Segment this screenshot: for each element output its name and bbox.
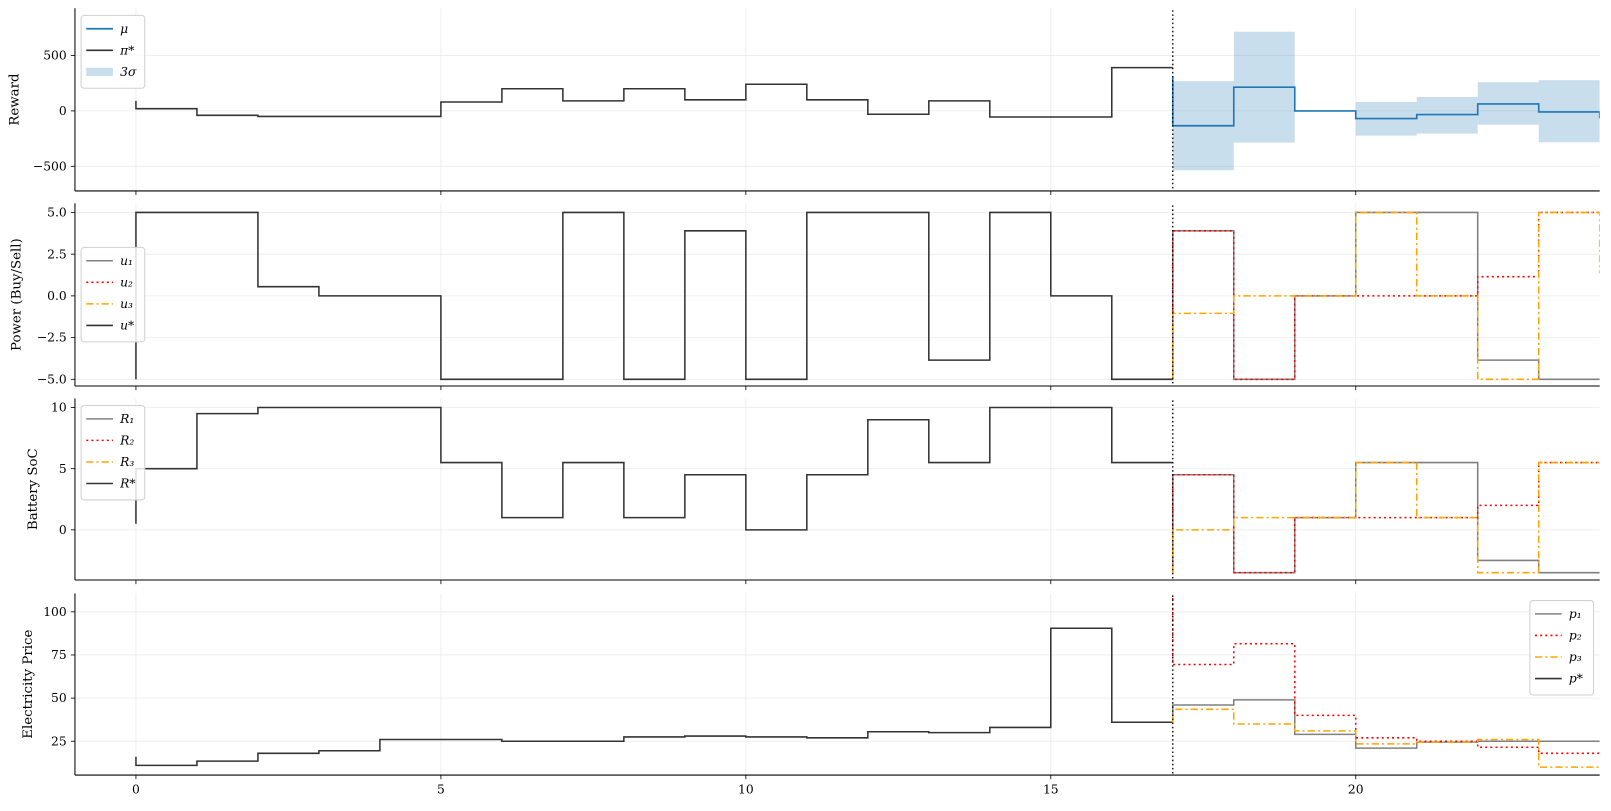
- legend-label: p₁: [1569, 607, 1582, 621]
- panel-3: 0 5 10 Battery SoC R₁ R₂ R₃ R*: [26, 398, 1600, 585]
- y-tick-label: 5.0: [47, 206, 67, 220]
- legend: u₁ u₂ u₃ u*: [80, 246, 146, 343]
- x-tick-label: 15: [1043, 783, 1059, 797]
- series-line-star: [135, 406, 1173, 531]
- legend-label: p₃: [1569, 650, 1582, 664]
- y-tick-label: 5: [59, 462, 67, 476]
- legend-label: R₃: [119, 455, 134, 469]
- legend-label: u*: [120, 319, 134, 333]
- legend-label: p₂: [1569, 629, 1582, 643]
- y-tick-label: 0: [59, 104, 67, 118]
- plot-area: [135, 598, 1600, 768]
- legend-label: R*: [119, 477, 135, 491]
- legend-label: π*: [119, 43, 134, 57]
- series-line-s2: [1172, 598, 1600, 755]
- y-tick-label: 500: [43, 49, 67, 63]
- y-axis-label: Power (Buy/Sell): [10, 238, 25, 351]
- y-tick-label: 10: [51, 401, 67, 415]
- panel-4: 0 5 10 15 20 25 50 75 100 Electricity Price p₁ p₂ p₃…: [21, 593, 1600, 797]
- legend-label: u₁: [120, 254, 133, 268]
- legend: μ π* 3σ: [80, 14, 146, 89]
- y-axis-label: Reward: [7, 73, 22, 126]
- x-tick-label: 20: [1348, 783, 1364, 797]
- x-tick-label: 5: [437, 783, 445, 797]
- legend-swatch-band: [86, 67, 113, 76]
- series-line-mu: [1171, 76, 1600, 127]
- plot-area: [135, 211, 1600, 381]
- y-tick-label: 2.5: [47, 247, 67, 261]
- y-tick-label: 0: [59, 523, 67, 537]
- y-tick-label: 0.0: [47, 289, 67, 303]
- y-tick-label: 75: [51, 648, 67, 662]
- legend-label: 3σ: [120, 65, 137, 79]
- series-line-s3: [1172, 211, 1600, 381]
- series-line-star: [135, 66, 1173, 118]
- legend-label: μ: [120, 22, 128, 36]
- y-axis-label: Electricity Price: [21, 630, 36, 739]
- legend-frame: [1529, 600, 1595, 696]
- series-line-s3: [1172, 708, 1600, 768]
- legend: p₁ p₂ p₃ p*: [1529, 600, 1595, 696]
- x-tick-label: 0: [132, 783, 140, 797]
- y-tick-label: 25: [51, 734, 67, 748]
- y-tick-label: −500: [33, 159, 67, 173]
- y-tick-label: 100: [43, 605, 67, 619]
- x-tick-label: 10: [738, 783, 754, 797]
- legend-label: R₁: [119, 412, 134, 426]
- legend-label: u₂: [120, 275, 133, 289]
- y-tick-label: 50: [51, 691, 67, 705]
- legend: R₁ R₂ R₃ R*: [80, 404, 146, 501]
- series-line-s3: [1172, 461, 1600, 574]
- panel-1: −500 0 500 Reward μ π* 3σ: [7, 8, 1600, 196]
- legend-label: u₃: [120, 297, 133, 311]
- y-tick-label: −5.0: [37, 372, 67, 386]
- series-line-star: [135, 211, 1173, 381]
- y-axis-label: Battery SoC: [26, 448, 41, 530]
- plot-area: [135, 406, 1600, 574]
- legend-label: R₂: [119, 434, 134, 448]
- legend-frame: [80, 404, 146, 501]
- y-tick-label: −2.5: [37, 331, 67, 345]
- series-line-star: [135, 627, 1173, 767]
- legend-frame: [80, 246, 146, 343]
- legend-label: p*: [1569, 672, 1583, 686]
- legend-frame: [80, 14, 146, 89]
- plot-area: [135, 31, 1600, 171]
